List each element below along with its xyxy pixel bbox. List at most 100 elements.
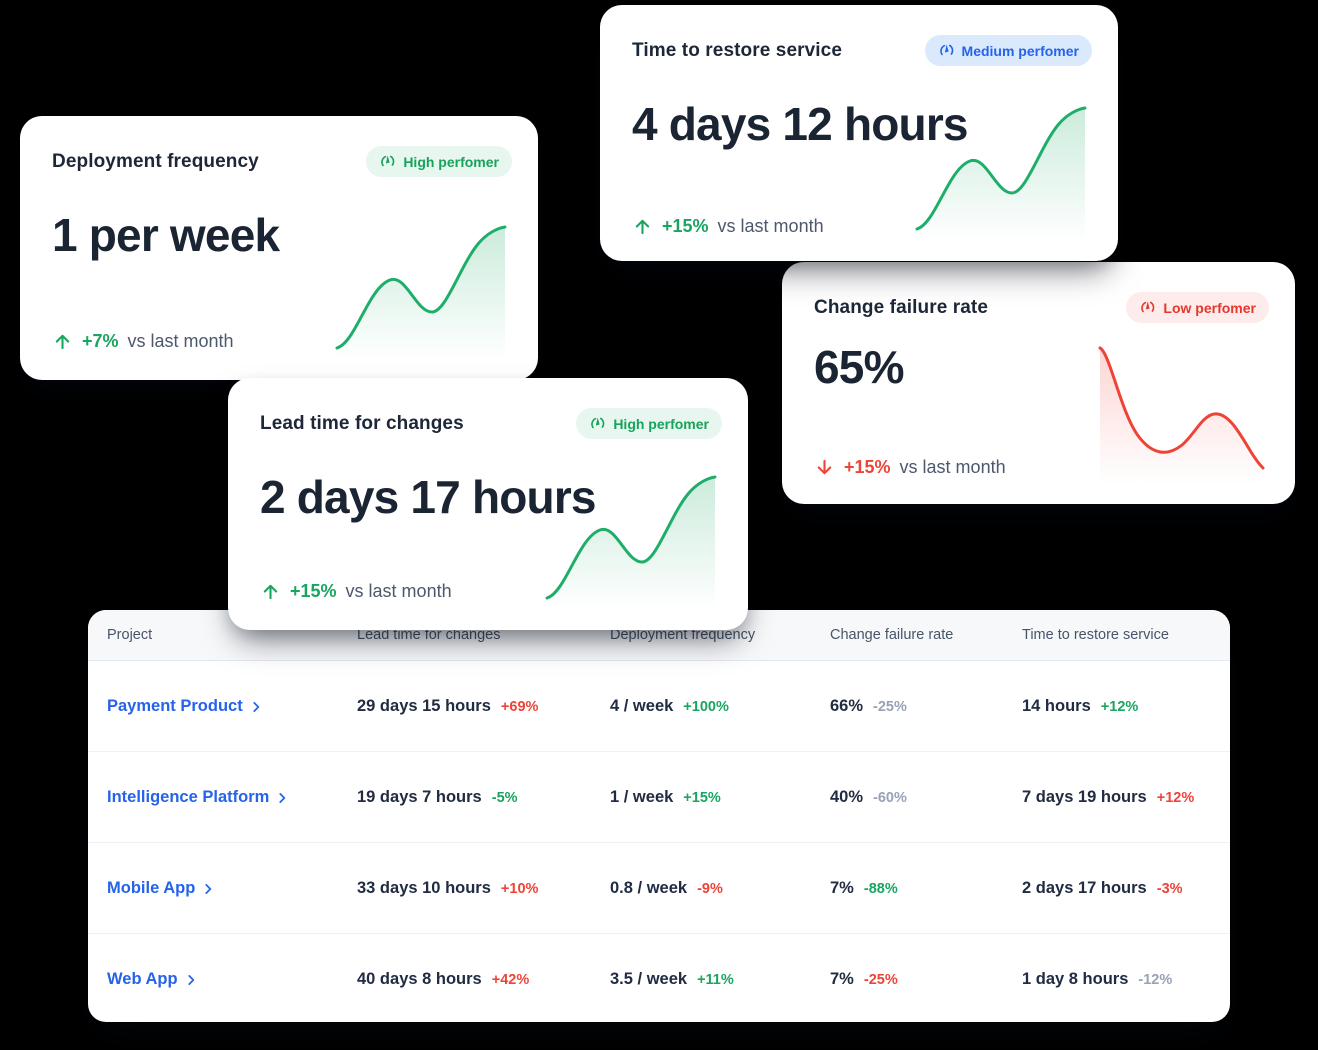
- cell-delta: +12%: [1156, 789, 1195, 806]
- metric-delta-row: +15% vs last month: [260, 581, 452, 602]
- metric-value: 65%: [814, 341, 904, 393]
- table-row: Intelligence Platform 19 days 7 hours -5%…: [88, 752, 1230, 843]
- card-title: Time to restore service: [632, 39, 843, 61]
- project-link[interactable]: Payment Product: [107, 697, 357, 716]
- sparkline-down-chart: [1098, 346, 1265, 484]
- project-link[interactable]: Intelligence Platform: [107, 788, 357, 807]
- metric-value: 1 per week: [52, 209, 280, 261]
- cell-value: 40%: [830, 787, 864, 806]
- table-cell: 1 / week +15%: [610, 788, 830, 807]
- cell-delta: +12%: [1100, 698, 1139, 715]
- card-header: Lead time for changes High perfomer: [260, 408, 722, 439]
- metric-card-lead-time: Lead time for changes High perfomer 2 da…: [228, 378, 748, 630]
- cell-delta: -88%: [863, 880, 898, 897]
- delta-compare-label: vs last month: [899, 457, 1006, 477]
- performer-badge-label: High perfomer: [613, 415, 709, 432]
- table-cell: 66% -25%: [830, 697, 1022, 716]
- project-name: Payment Product: [107, 696, 243, 715]
- cell-delta: +69%: [500, 698, 539, 715]
- table-cell: 4 / week +100%: [610, 697, 830, 716]
- card-title: Lead time for changes: [260, 412, 464, 434]
- project-name: Intelligence Platform: [107, 787, 270, 806]
- cell-delta: +42%: [491, 971, 530, 988]
- delta-compare-label: vs last month: [717, 216, 824, 236]
- cell-delta: +15%: [683, 789, 721, 806]
- metric-delta-row: +7% vs last month: [52, 331, 234, 352]
- column-header-project: Project: [107, 627, 153, 643]
- metric-delta-row: +15% vs last month: [814, 457, 1006, 478]
- arrow-down-icon: [817, 459, 832, 475]
- cell-delta: -60%: [873, 789, 907, 806]
- card-title: Change failure rate: [814, 296, 989, 318]
- chevron-right-icon: [187, 974, 194, 985]
- performer-badge: High perfomer: [576, 408, 722, 439]
- cell-delta: -12%: [1138, 971, 1173, 988]
- performer-badge: Medium perfomer: [924, 35, 1092, 66]
- performer-badge-label: Low perfomer: [1163, 299, 1256, 316]
- performer-badge-label: High perfomer: [403, 153, 499, 170]
- cell-delta: -3%: [1156, 880, 1183, 897]
- sparkline-up-chart: [545, 475, 717, 610]
- cell-delta: -25%: [873, 698, 907, 715]
- cell-value: 4 / week: [610, 696, 674, 715]
- cell-value: 0.8 / week: [610, 878, 688, 897]
- table-row: Payment Product 29 days 15 hours +69% 4 /…: [88, 661, 1230, 752]
- performer-badge-label: Medium perfomer: [961, 42, 1079, 59]
- cell-delta: -5%: [491, 789, 518, 806]
- table-cell: 7% -25%: [830, 970, 1022, 989]
- sparkline-up-chart: [335, 225, 507, 360]
- metric-delta-row: +15% vs last month: [632, 216, 824, 237]
- delta-percent: +7%: [82, 331, 119, 351]
- project-link[interactable]: Web App: [107, 970, 357, 989]
- gauge-icon: [1141, 300, 1155, 313]
- table-cell: 1 day 8 hours -12%: [1022, 970, 1230, 989]
- table-row: Mobile App 33 days 10 hours +10% 0.8 / we…: [88, 843, 1230, 934]
- cell-delta: -25%: [863, 971, 898, 988]
- metric-value: 2 days 17 hours: [260, 471, 597, 523]
- table-cell: 7 days 19 hours +12%: [1022, 788, 1230, 807]
- table-cell: 40% -60%: [830, 788, 1022, 807]
- table-cell: 19 days 7 hours -5%: [357, 788, 610, 807]
- column-header-deployment-frequency: Deployment frequency: [610, 627, 756, 643]
- table-cell: 2 days 17 hours -3%: [1022, 879, 1230, 898]
- card-header: Deployment frequency High perfomer: [52, 146, 512, 177]
- card-header: Change failure rate Low perfomer: [814, 292, 1269, 323]
- gauge-icon: [939, 43, 953, 56]
- column-header-change-failure-rate: Change failure rate: [830, 627, 954, 643]
- chevron-right-icon: [205, 883, 212, 894]
- projects-table: Project Lead time for changes Deployment…: [88, 610, 1230, 1022]
- cell-delta: -9%: [697, 880, 723, 897]
- delta-percent: +15%: [290, 581, 337, 601]
- performer-badge: Low perfomer: [1126, 292, 1269, 323]
- table-cell: 14 hours +12%: [1022, 697, 1230, 716]
- table-cell: 7% -88%: [830, 879, 1022, 898]
- delta-compare-label: vs last month: [127, 331, 234, 351]
- project-name: Web App: [107, 969, 178, 988]
- chevron-right-icon: [253, 701, 259, 712]
- metric-card-deployment-frequency: Deployment frequency High perfomer 1 per…: [20, 116, 538, 380]
- cell-value: 2 days 17 hours: [1022, 878, 1147, 897]
- cell-value: 29 days 15 hours: [357, 696, 491, 715]
- table-cell: 29 days 15 hours +69%: [357, 697, 610, 716]
- metric-card-time-to-restore: Time to restore service Medium perfomer …: [600, 5, 1118, 261]
- cell-value: 7%: [830, 878, 854, 897]
- metric-card-change-failure-rate: Change failure rate Low perfomer 65% +15…: [782, 262, 1295, 504]
- gauge-icon: [591, 416, 605, 429]
- project-link[interactable]: Mobile App: [107, 879, 357, 898]
- cell-value: 3.5 / week: [610, 969, 688, 988]
- arrow-up-icon: [635, 219, 650, 235]
- cell-value: 40 days 8 hours: [357, 969, 482, 988]
- project-name: Mobile App: [107, 878, 196, 897]
- cell-value: 7%: [830, 969, 854, 988]
- cell-delta: +11%: [697, 971, 734, 988]
- card-title: Deployment frequency: [52, 150, 259, 172]
- gauge-icon: [381, 154, 395, 167]
- cell-value: 19 days 7 hours: [357, 787, 482, 806]
- delta-percent: +15%: [662, 216, 709, 236]
- arrow-up-icon: [55, 334, 70, 350]
- cell-value: 14 hours: [1022, 696, 1091, 715]
- cell-value: 1 day 8 hours: [1022, 969, 1129, 988]
- table-cell: 40 days 8 hours +42%: [357, 970, 610, 989]
- cell-delta: +100%: [683, 698, 729, 715]
